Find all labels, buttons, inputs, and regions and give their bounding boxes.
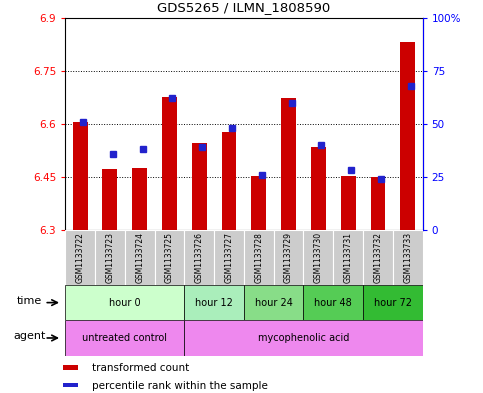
Bar bbox=[65, 285, 185, 320]
Bar bbox=[244, 285, 303, 320]
Bar bbox=[185, 320, 423, 356]
Bar bbox=[244, 230, 274, 285]
Bar bbox=[370, 177, 385, 230]
Text: untreated control: untreated control bbox=[82, 333, 167, 343]
Bar bbox=[65, 230, 95, 285]
Text: mycophenolic acid: mycophenolic acid bbox=[258, 333, 349, 343]
Bar bbox=[155, 230, 185, 285]
Bar bbox=[333, 230, 363, 285]
Bar bbox=[185, 285, 244, 320]
Text: percentile rank within the sample: percentile rank within the sample bbox=[92, 381, 268, 391]
Bar bbox=[341, 176, 355, 230]
Bar bbox=[363, 230, 393, 285]
Title: GDS5265 / ILMN_1808590: GDS5265 / ILMN_1808590 bbox=[157, 1, 330, 14]
Text: GSM1133730: GSM1133730 bbox=[314, 232, 323, 283]
Bar bbox=[132, 168, 147, 230]
Bar bbox=[214, 230, 244, 285]
Bar bbox=[251, 176, 266, 230]
Bar bbox=[185, 230, 214, 285]
Text: GSM1133726: GSM1133726 bbox=[195, 232, 204, 283]
Bar bbox=[274, 230, 303, 285]
Bar bbox=[222, 132, 237, 230]
Bar bbox=[400, 42, 415, 230]
Bar bbox=[95, 230, 125, 285]
Text: hour 24: hour 24 bbox=[255, 298, 293, 308]
Text: GSM1133727: GSM1133727 bbox=[225, 232, 233, 283]
Text: GSM1133728: GSM1133728 bbox=[255, 232, 263, 283]
Text: GSM1133724: GSM1133724 bbox=[135, 232, 144, 283]
Text: hour 0: hour 0 bbox=[109, 298, 141, 308]
Bar bbox=[192, 143, 207, 230]
Text: GSM1133733: GSM1133733 bbox=[403, 232, 412, 283]
Text: GSM1133725: GSM1133725 bbox=[165, 232, 174, 283]
Bar bbox=[63, 383, 78, 387]
Text: transformed count: transformed count bbox=[92, 364, 189, 373]
Text: GSM1133731: GSM1133731 bbox=[344, 232, 353, 283]
Text: hour 12: hour 12 bbox=[195, 298, 233, 308]
Text: GSM1133729: GSM1133729 bbox=[284, 232, 293, 283]
Bar bbox=[303, 230, 333, 285]
Bar bbox=[311, 147, 326, 230]
Text: GSM1133722: GSM1133722 bbox=[76, 232, 85, 283]
Text: time: time bbox=[16, 296, 42, 306]
Bar bbox=[72, 122, 87, 230]
Bar bbox=[102, 169, 117, 230]
Bar bbox=[393, 230, 423, 285]
Bar bbox=[281, 98, 296, 230]
Text: agent: agent bbox=[13, 331, 45, 341]
Bar bbox=[162, 97, 177, 230]
Text: GSM1133732: GSM1133732 bbox=[373, 232, 383, 283]
Bar bbox=[125, 230, 155, 285]
Bar bbox=[63, 365, 78, 370]
Text: GSM1133723: GSM1133723 bbox=[105, 232, 114, 283]
Bar bbox=[303, 285, 363, 320]
Text: hour 48: hour 48 bbox=[314, 298, 352, 308]
Bar bbox=[65, 320, 185, 356]
Bar bbox=[363, 285, 423, 320]
Text: hour 72: hour 72 bbox=[374, 298, 412, 308]
